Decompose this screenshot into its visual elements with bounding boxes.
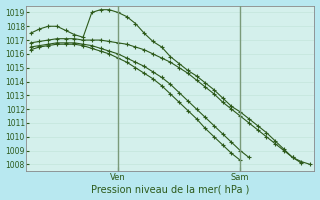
X-axis label: Pression niveau de la mer( hPa ): Pression niveau de la mer( hPa ) xyxy=(91,184,250,194)
